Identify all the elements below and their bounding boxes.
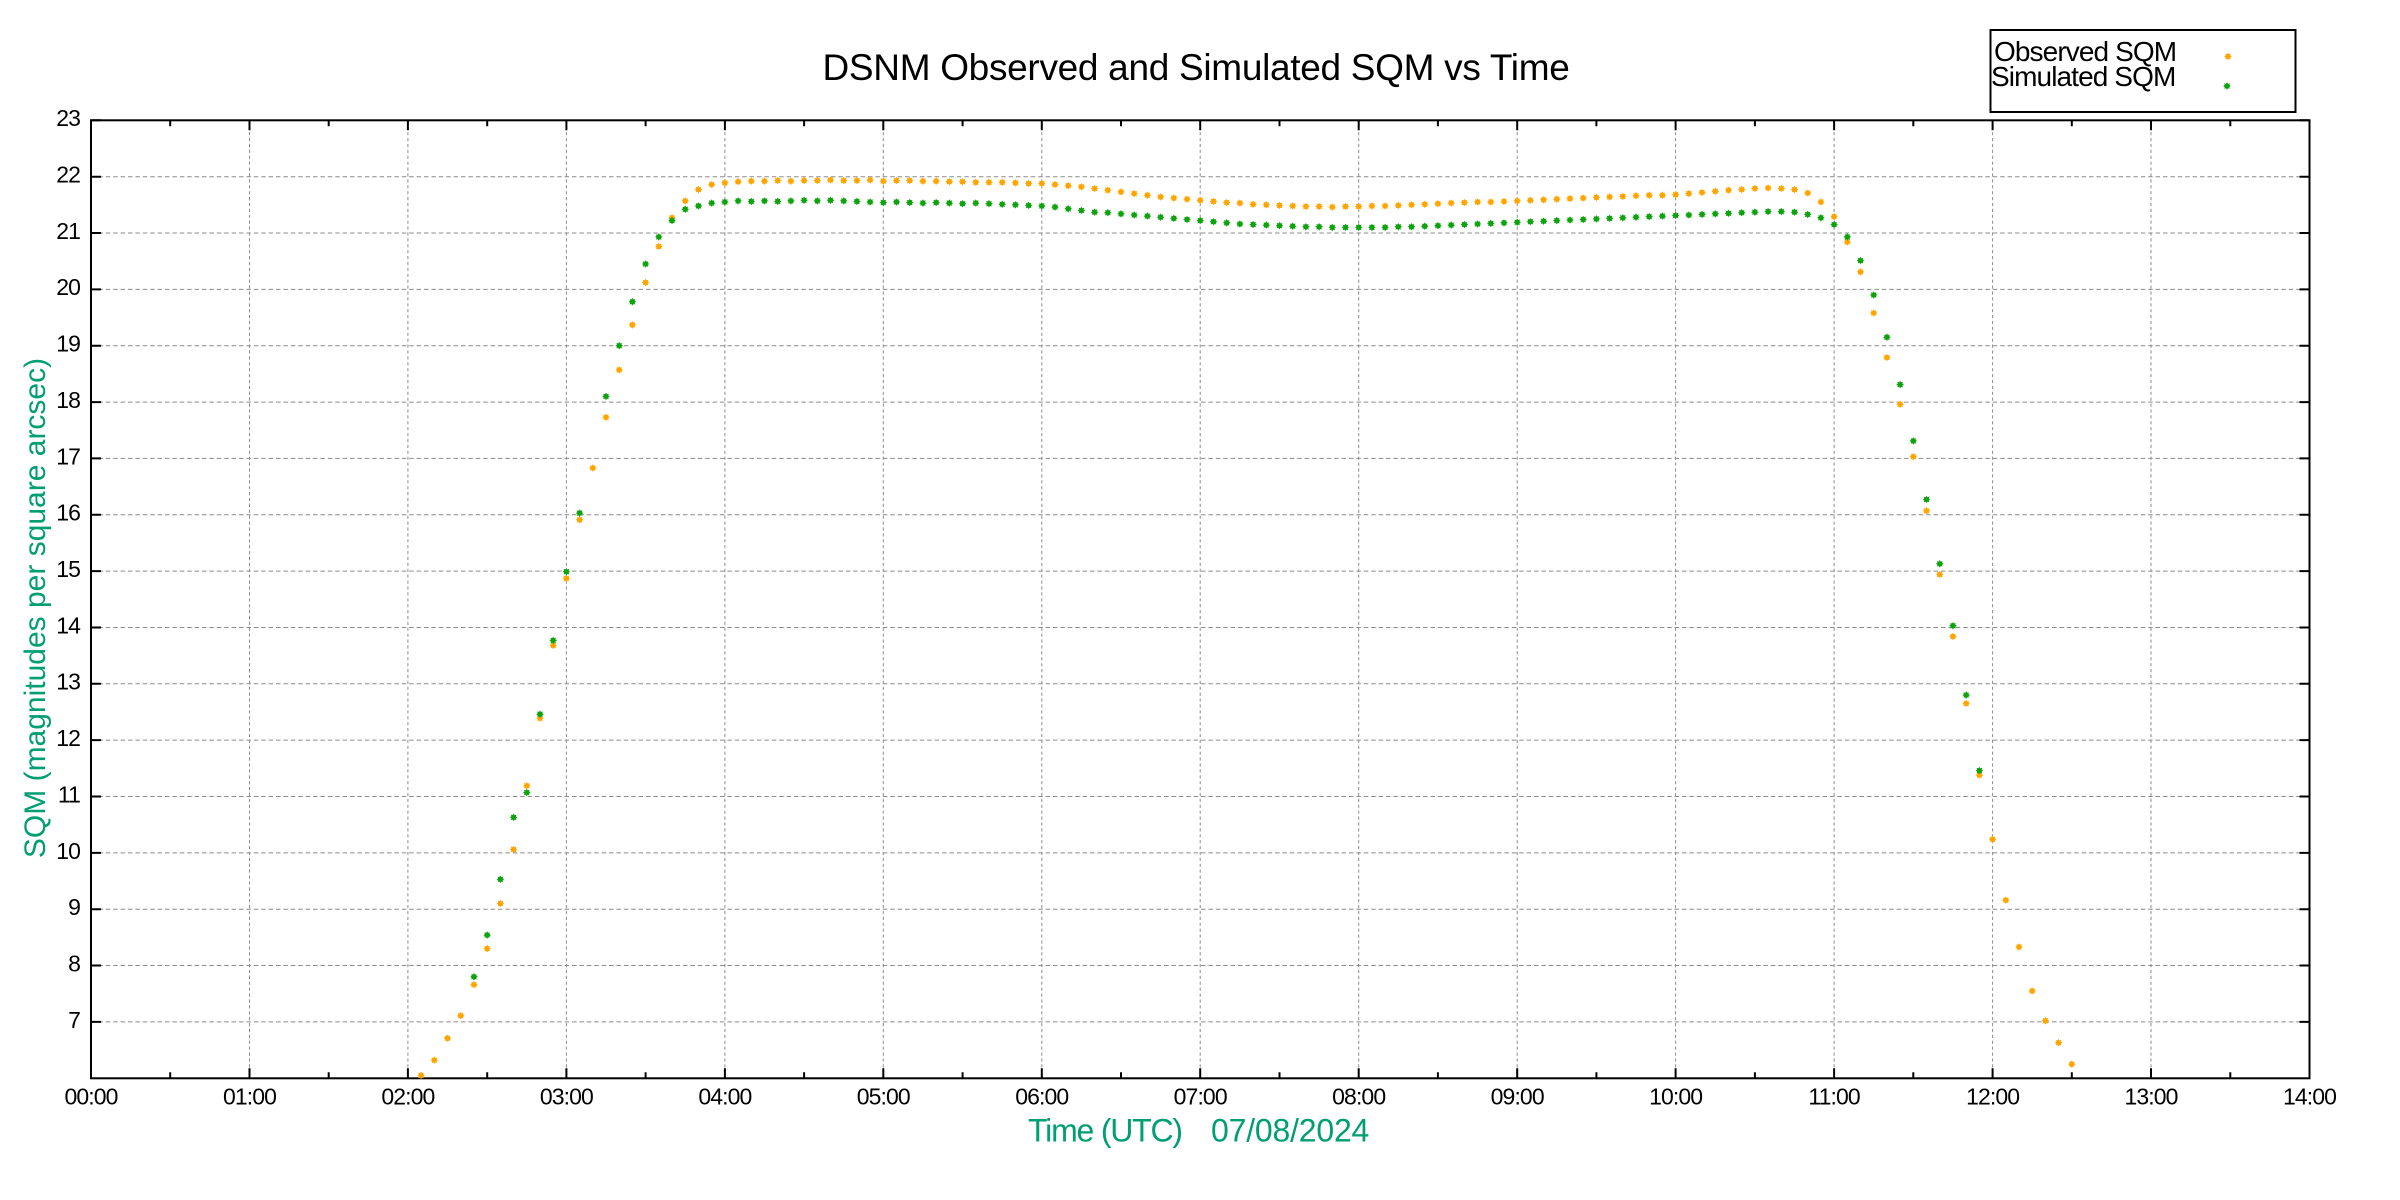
svg-text:SQM (magnitudes per square arc: SQM (magnitudes per square arcsec) bbox=[19, 358, 52, 858]
svg-text:11: 11 bbox=[58, 781, 80, 807]
svg-text:14: 14 bbox=[56, 612, 81, 638]
svg-text:11:00: 11:00 bbox=[1808, 1084, 1859, 1110]
svg-text:20: 20 bbox=[56, 274, 80, 300]
svg-text:DSNM Observed and Simulated SQ: DSNM Observed and Simulated SQM vs Time bbox=[822, 47, 1569, 88]
svg-text:07:00: 07:00 bbox=[1174, 1084, 1227, 1110]
svg-text:01:00: 01:00 bbox=[223, 1084, 276, 1110]
svg-text:9: 9 bbox=[68, 894, 80, 920]
svg-text:03:00: 03:00 bbox=[540, 1084, 593, 1110]
svg-text:8: 8 bbox=[68, 950, 80, 976]
svg-text:12: 12 bbox=[56, 725, 80, 751]
svg-text:04:00: 04:00 bbox=[698, 1084, 751, 1110]
svg-text:19: 19 bbox=[56, 331, 80, 357]
svg-text:08:00: 08:00 bbox=[1332, 1084, 1385, 1110]
svg-text:21: 21 bbox=[56, 218, 80, 244]
svg-text:09:00: 09:00 bbox=[1491, 1084, 1544, 1110]
svg-text:18: 18 bbox=[56, 387, 80, 413]
svg-text:15: 15 bbox=[56, 556, 80, 582]
svg-text:13:00: 13:00 bbox=[2124, 1084, 2177, 1110]
svg-text:10:00: 10:00 bbox=[1649, 1084, 1702, 1110]
svg-text:00:00: 00:00 bbox=[64, 1084, 117, 1110]
svg-text:05:00: 05:00 bbox=[857, 1084, 910, 1110]
svg-text:7: 7 bbox=[68, 1007, 80, 1033]
svg-text:Simulated SQM: Simulated SQM bbox=[1991, 61, 2175, 92]
svg-text:07/08/2024: 07/08/2024 bbox=[1211, 1113, 1369, 1149]
svg-text:17: 17 bbox=[56, 443, 80, 469]
svg-text:14:00: 14:00 bbox=[2283, 1084, 2336, 1110]
svg-text:22: 22 bbox=[56, 162, 80, 188]
svg-text:12:00: 12:00 bbox=[1966, 1084, 2019, 1110]
svg-text:13: 13 bbox=[56, 669, 80, 695]
svg-text:16: 16 bbox=[56, 500, 80, 526]
svg-text:06:00: 06:00 bbox=[1015, 1084, 1068, 1110]
svg-text:10: 10 bbox=[56, 838, 80, 864]
svg-text:23: 23 bbox=[56, 105, 80, 131]
svg-text:Observed SQM: Observed SQM bbox=[1994, 36, 2176, 67]
svg-text:02:00: 02:00 bbox=[381, 1084, 434, 1110]
svg-text:Time (UTC): Time (UTC) bbox=[1028, 1113, 1182, 1149]
